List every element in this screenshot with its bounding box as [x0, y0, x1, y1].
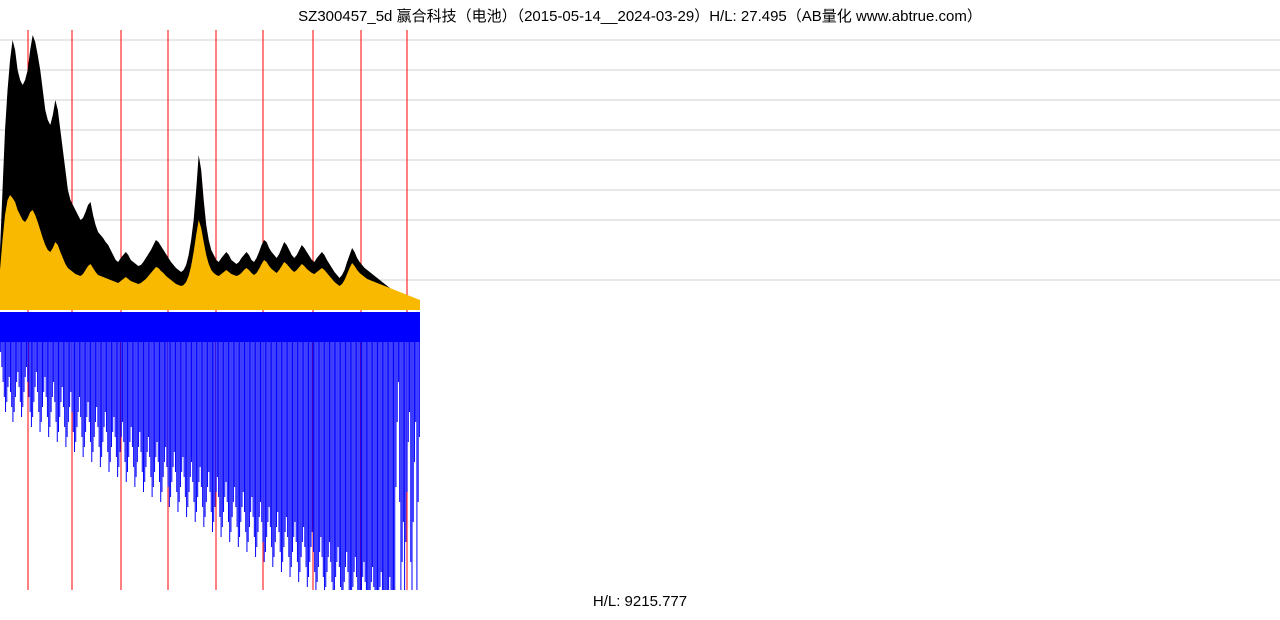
- price-volume-chart: [0, 30, 1280, 590]
- chart-area: [0, 30, 1280, 590]
- chart-footer: H/L: 9215.777: [0, 590, 1280, 618]
- chart-title: SZ300457_5d 赢合科技（电池）（2015-05-14__2024-03…: [0, 0, 1280, 30]
